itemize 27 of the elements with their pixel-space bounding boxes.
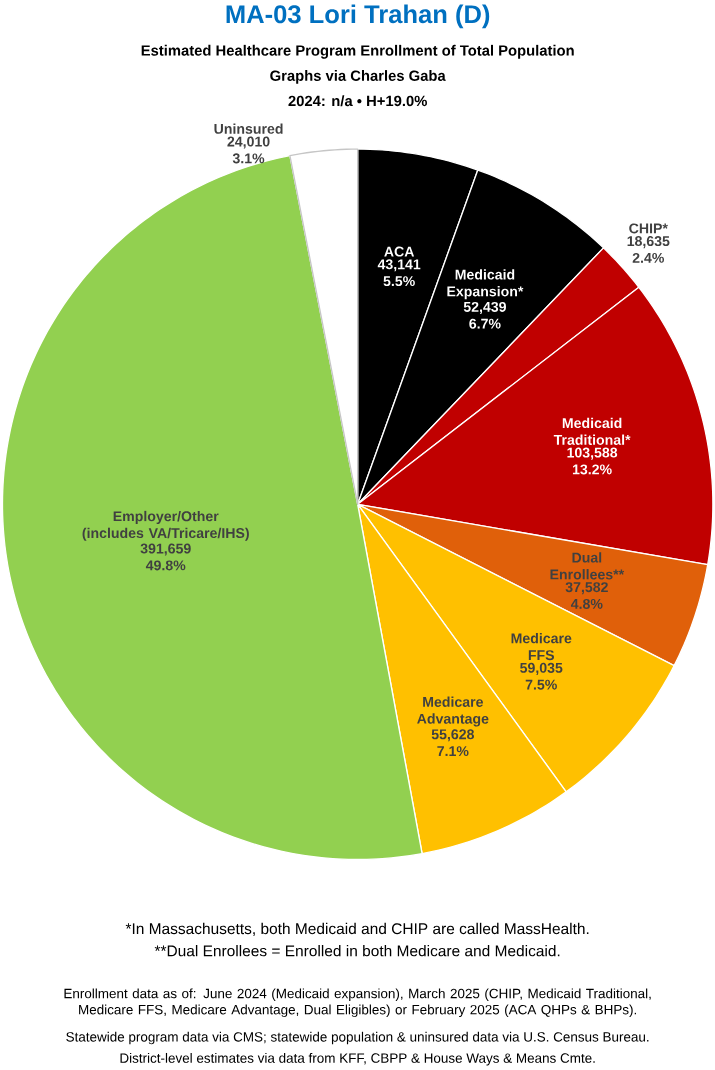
- slice-label: Medicaid Expansion*: [447, 269, 524, 300]
- text: Enrollment data as of: June 2024 (Medicaid expansion), March 2025 (CHIP, Medicaid Traditional, Medicare FFS, Medicare Advantage, Dual Eligibles) or February 2025 (ACA QHPs & BHPs).: [64, 988, 651, 1018]
- chart-title: MA-03 Lori Trahan (D): [226, 4, 490, 29]
- slice-label: Employer/Other (includes VA/Tricare/IHS): [82, 510, 249, 541]
- slice-label: Medicaid Traditional*: [553, 417, 631, 445]
- data-label: 43,141 5.5%: [377, 259, 421, 287]
- data-label: 391,659 49.8%: [140, 543, 191, 571]
- slice-label: CHIP*: [629, 223, 668, 234]
- text: 2024: n/a • H+19.0%: [288, 95, 427, 107]
- slice-label: Uninsured: [214, 123, 283, 134]
- data-label: 37,582 4.8%: [565, 582, 608, 609]
- text: **Dual Enrollees = Enrolled in both Medicare and Medicaid.: [154, 944, 560, 957]
- data-label: 24,010 3.1%: [227, 136, 270, 164]
- text: District-level estimates via data from KFF, CBPP & House Ways & Means Cmte.: [120, 1052, 595, 1066]
- slice-label: ACA: [384, 246, 414, 257]
- chart-subtitle: Estimated Healthcare Program Enrollment of Total Population: [141, 44, 574, 59]
- text: *In Massachusetts, both Medicaid and CHIP are called MassHealth.: [125, 922, 589, 936]
- data-label: 59,035 7.5%: [519, 662, 563, 690]
- text: Graphs via Charles Gaba: [270, 70, 446, 84]
- data-label: 52,439 6.7%: [463, 301, 506, 329]
- data-label: 103,588 13.2%: [567, 447, 617, 475]
- slice-label: Medicare Advantage: [416, 696, 489, 727]
- data-label: 18,635 2.4%: [627, 236, 670, 263]
- slice-label: Dual Enrollees**: [550, 552, 624, 580]
- data-label: 55,628 7.1%: [431, 729, 474, 757]
- text: Statewide program data via CMS; statewide population & uninsured data via U.S. Census Bureau.: [66, 1031, 649, 1045]
- slice-label: Medicare FFS: [511, 632, 572, 661]
